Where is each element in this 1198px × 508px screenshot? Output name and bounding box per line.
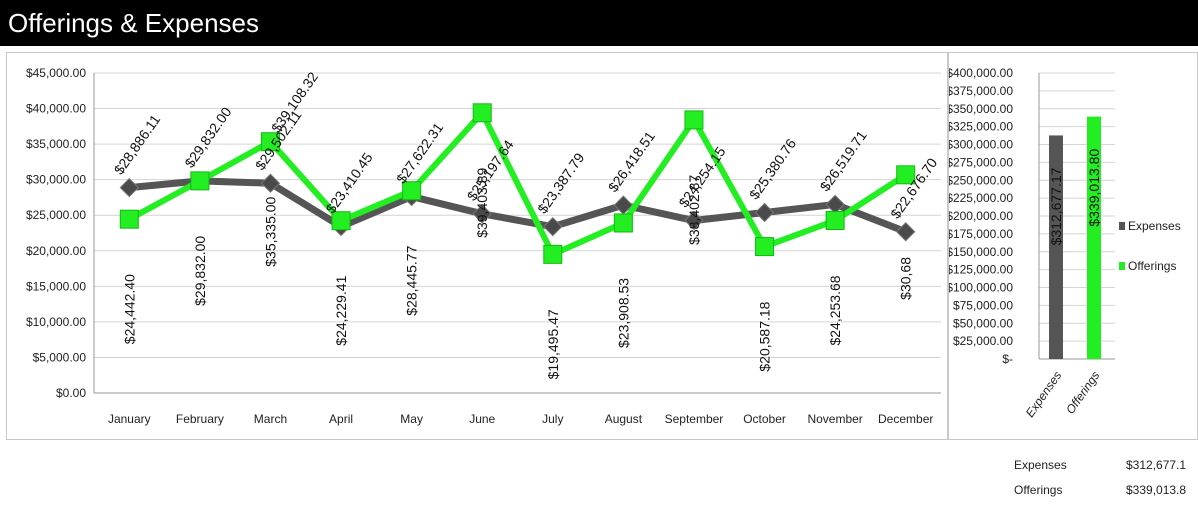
offerings-bar [1087, 116, 1101, 359]
summary-label: Expenses [1014, 458, 1067, 472]
offerings-point [190, 171, 210, 191]
expenses-point [543, 216, 563, 237]
expenses-data-label: $25,380.76 [746, 135, 799, 202]
x-tick-label: July [542, 412, 563, 426]
offerings-data-label: $20,587.18 [757, 301, 773, 371]
expenses-data-label: $23,387.79 [534, 150, 587, 217]
expenses-data-label: $26,519.71 [816, 127, 869, 194]
expenses-data-label: $29,832.00 [181, 104, 234, 171]
expenses-data-label: $22,676.70 [887, 155, 940, 222]
offerings-point [825, 211, 845, 231]
x-tick-label: December [878, 412, 933, 426]
y-tick-label: $300,000.00 [949, 138, 1013, 152]
offerings-series-line [127, 109, 908, 258]
y-tick-label: $200,000.00 [949, 209, 1013, 223]
offerings-data-label: $38,402.87 [686, 175, 702, 245]
bar-data-label: $312,677.17 [1048, 167, 1064, 245]
offerings-point [331, 211, 351, 231]
offerings-point [684, 110, 704, 130]
x-tick-label: May [400, 412, 423, 426]
y-tick-label: $325,000.00 [949, 120, 1013, 134]
legend-swatch [1119, 222, 1125, 230]
y-tick-label: $25,000.00 [26, 208, 86, 222]
x-tick-label: Expenses [1023, 369, 1065, 420]
y-tick-label: $30,000.00 [26, 173, 86, 187]
offerings-data-label: $28,445.77 [404, 245, 420, 315]
offerings-point [119, 209, 139, 229]
y-tick-label: $375,000.00 [949, 84, 1013, 98]
summary-value: $339,013.8 [1126, 483, 1187, 497]
offerings-point [402, 181, 422, 201]
offerings-data-label: $24,253.68 [827, 275, 843, 345]
summary-value: $312,677.1 [1126, 458, 1187, 472]
offerings-data-label: $23,908.53 [615, 278, 631, 348]
expenses-data-label: $27,622.31 [393, 120, 446, 187]
summary-label: Offerings [1014, 483, 1063, 497]
chart-title: Offerings & Expenses [0, 0, 1198, 46]
x-tick-label: June [469, 412, 495, 426]
offerings-point [472, 103, 492, 123]
y-tick-label: $175,000.00 [949, 227, 1013, 241]
offerings-point [896, 165, 916, 185]
offerings-data-label: $19,495.47 [545, 309, 561, 379]
expenses-point [260, 173, 281, 193]
legend-label: Expenses [1128, 219, 1181, 233]
y-tick-label: $400,000.00 [949, 66, 1013, 80]
y-tick-label: $0.00 [56, 386, 86, 400]
x-tick-label: April [329, 412, 353, 426]
expenses-bar [1049, 135, 1063, 359]
expenses-series-line [128, 177, 907, 236]
expenses-point [684, 210, 704, 231]
expenses-point [825, 194, 845, 215]
y-tick-label: $250,000.00 [949, 173, 1013, 187]
offerings-point [613, 213, 633, 233]
offerings-data-label: $39,403.89 [474, 168, 490, 238]
y-tick-label: $45,000.00 [26, 66, 86, 80]
offerings-point [543, 244, 563, 264]
offerings-data-label: $24,442.40 [121, 274, 137, 344]
monthly-line-chart: $0.00 $5,000.00 $10,000.00 $15,000.00 $20,00… [26, 66, 941, 426]
offerings-data-label: $30,68 [898, 257, 914, 300]
offerings-point [260, 132, 280, 152]
y-tick-label: $40,000.00 [26, 102, 86, 116]
totals-bar-chart-panel: $- $25,000.00 $50,000.00 $75,000.00 $100,000… [948, 52, 1198, 440]
y-tick-label: $10,000.00 [26, 315, 86, 329]
y-tick-label: $50,000.00 [953, 316, 1013, 330]
x-tick-label: Offerings [1063, 369, 1102, 417]
legend-swatch [1119, 262, 1125, 270]
offerings-data-label: $24,229.41 [333, 275, 349, 345]
y-tick-label: $275,000.00 [949, 155, 1013, 169]
bar-data-label: $339,013.80 [1086, 149, 1102, 227]
y-tick-label: $100,000.00 [949, 281, 1013, 295]
monthly-line-chart-panel: $0.00 $5,000.00 $10,000.00 $15,000.00 $20,00… [6, 52, 948, 440]
totals-bar-chart: $- $25,000.00 $50,000.00 $75,000.00 $100,000… [949, 66, 1181, 420]
x-tick-label: August [605, 412, 643, 426]
y-tick-label: $5,000.00 [33, 350, 87, 364]
x-tick-label: March [254, 412, 287, 426]
x-tick-label: September [665, 412, 724, 426]
offerings-data-label: $35,335.00 [262, 196, 278, 266]
expenses-point [119, 177, 139, 198]
expenses-data-label: $24,254.15 [675, 143, 728, 210]
expenses-point [896, 222, 916, 242]
expenses-point [754, 202, 775, 223]
y-tick-label: $350,000.00 [949, 102, 1013, 116]
offerings-point [755, 237, 775, 257]
expenses-point [472, 204, 492, 224]
y-tick-label: $20,000.00 [26, 244, 86, 258]
y-tick-label: $15,000.00 [26, 279, 86, 293]
x-tick-label: November [807, 412, 862, 426]
y-tick-label: $125,000.00 [949, 263, 1013, 277]
x-tick-label: February [176, 412, 224, 426]
y-tick-label: $225,000.00 [949, 191, 1013, 205]
y-tick-label: $- [1002, 352, 1013, 366]
y-tick-label: $35,000.00 [26, 137, 86, 151]
y-tick-label: $150,000.00 [949, 245, 1013, 259]
y-tick-label: $25,000.00 [953, 334, 1013, 348]
x-tick-label: January [108, 412, 151, 426]
x-tick-label: October [743, 412, 786, 426]
y-tick-label: $75,000.00 [953, 298, 1013, 312]
legend-label: Offerings [1128, 259, 1176, 273]
offerings-data-label: $29,832.00 [192, 236, 208, 306]
